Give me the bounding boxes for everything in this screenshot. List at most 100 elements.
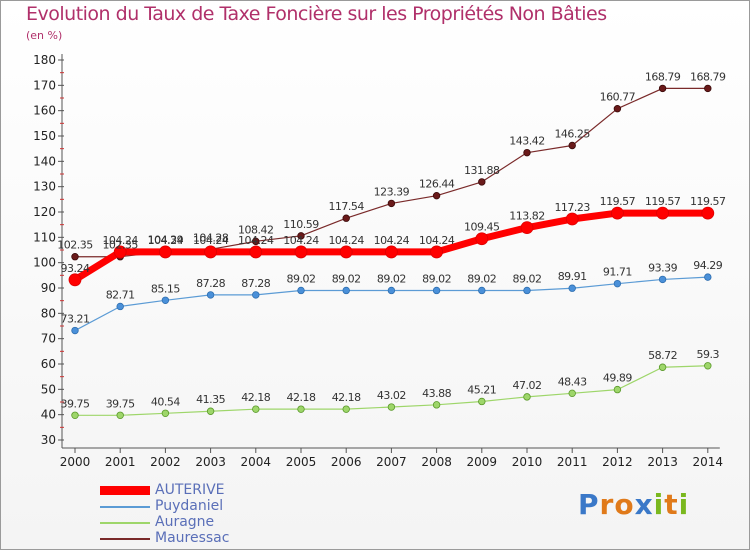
point-puydaniel [523, 286, 531, 295]
point-mauressac [252, 237, 260, 246]
x-tick-label: 2005 [286, 455, 317, 469]
data-label-puydaniel: 91.71 [603, 266, 632, 279]
point-auterive [384, 245, 398, 259]
point-auragne [658, 363, 667, 371]
data-label-puydaniel: 94.29 [693, 259, 722, 272]
point-auterive [294, 245, 308, 259]
series-line-mauressac [75, 87, 708, 258]
x-tick-label: 2014 [693, 455, 724, 469]
point-puydaniel [71, 326, 79, 335]
data-label-auragne: 40.54 [151, 395, 180, 408]
x-tick-label: 2012 [602, 455, 633, 469]
point-mauressac [704, 84, 712, 93]
data-label-auragne: 39.75 [106, 397, 135, 410]
legend-swatch [100, 538, 150, 540]
data-label-mauressac: 123.39 [374, 185, 410, 198]
data-label-mauressac: 146.25 [554, 128, 590, 141]
point-puydaniel [297, 286, 305, 295]
legend-swatch [100, 506, 150, 508]
y-tick-label: 100 [33, 256, 56, 270]
point-mauressac [432, 191, 441, 200]
data-label-mauressac: 168.79 [645, 70, 681, 83]
point-auterive [565, 212, 579, 226]
point-puydaniel [342, 286, 350, 295]
data-label-puydaniel: 87.28 [196, 277, 225, 290]
data-label-auragne: 39.75 [61, 397, 90, 410]
data-label-auterive: 104.24 [238, 234, 274, 247]
point-puydaniel [432, 286, 441, 295]
data-label-auterive: 104.24 [148, 234, 184, 247]
data-label-auragne: 45.21 [467, 383, 496, 396]
point-auragne [613, 385, 622, 394]
data-label-mauressac: 117.54 [328, 200, 364, 213]
point-puydaniel [161, 296, 170, 304]
data-label-mauressac: 104.39 [148, 234, 184, 247]
point-puydaniel [704, 273, 712, 281]
point-mauressac [658, 84, 667, 93]
data-label-puydaniel: 89.02 [332, 272, 361, 285]
point-puydaniel [568, 284, 576, 292]
data-label-auragne: 59.3 [697, 348, 720, 361]
data-label-puydaniel: 85.15 [151, 282, 180, 295]
point-auragne [523, 393, 531, 401]
data-label-auterive: 119.57 [690, 195, 726, 208]
point-auterive [113, 245, 127, 259]
data-label-puydaniel: 87.28 [241, 277, 270, 290]
data-label-puydaniel: 89.02 [422, 272, 451, 285]
point-auragne [342, 405, 350, 413]
data-label-mauressac: 143.42 [509, 135, 545, 148]
y-tick-label: 30 [41, 433, 56, 447]
logo-letter: o [614, 488, 635, 521]
point-puydaniel [387, 286, 396, 295]
data-label-mauressac: 160.77 [600, 91, 636, 104]
data-label-auterive: 117.23 [554, 201, 590, 214]
point-mauressac [297, 232, 305, 240]
point-puydaniel [252, 291, 260, 299]
legend-label: Mauressac [155, 530, 230, 546]
point-auterive [656, 206, 669, 220]
data-label-puydaniel: 73.21 [61, 313, 90, 326]
x-tick-label: 2002 [150, 455, 181, 469]
point-auragne [71, 411, 79, 419]
point-mauressac [71, 253, 79, 261]
x-tick-label: 2011 [557, 455, 588, 469]
data-label-mauressac: 102.35 [102, 239, 138, 252]
point-mauressac [387, 199, 396, 208]
y-tick-label: 180 [33, 53, 56, 67]
logo-letter: t [664, 488, 679, 521]
x-tick-label: 2001 [105, 455, 136, 469]
y-tick-label: 120 [33, 205, 56, 219]
data-label-puydaniel: 89.91 [558, 270, 587, 283]
x-tick-label: 2007 [376, 455, 407, 469]
data-label-puydaniel: 93.39 [648, 261, 677, 274]
point-mauressac [478, 178, 486, 186]
point-auterive [611, 206, 624, 220]
data-label-puydaniel: 89.02 [513, 272, 542, 285]
data-label-auterive: 119.57 [645, 195, 681, 208]
x-tick-label: 2009 [467, 455, 498, 469]
data-label-puydaniel: 89.02 [467, 272, 496, 285]
point-mauressac [342, 214, 350, 222]
data-label-auterive: 104.24 [328, 234, 364, 247]
point-auragne [568, 389, 576, 398]
logo-letter: r [599, 488, 615, 521]
data-label-auragne: 41.35 [196, 393, 225, 406]
data-label-auragne: 42.18 [241, 391, 270, 404]
y-axis-unit: (en %) [26, 29, 63, 42]
data-label-auragne: 42.18 [287, 391, 316, 404]
x-tick-label: 2000 [60, 455, 91, 469]
legend-label: AUTERIVE [155, 482, 225, 498]
data-label-auterive: 104.24 [283, 234, 319, 247]
x-tick-label: 2006 [331, 455, 362, 469]
logo-letter: x [634, 488, 654, 521]
data-label-auragne: 49.89 [603, 372, 632, 385]
data-label-puydaniel: 89.02 [287, 272, 316, 285]
point-auragne [116, 411, 124, 419]
point-auragne [704, 362, 712, 370]
y-tick-label: 90 [41, 281, 56, 295]
point-auragne [387, 403, 396, 411]
x-tick-label: 2004 [241, 455, 272, 469]
y-tick-label: 80 [41, 306, 56, 320]
data-label-auterive: 104.24 [193, 234, 229, 247]
